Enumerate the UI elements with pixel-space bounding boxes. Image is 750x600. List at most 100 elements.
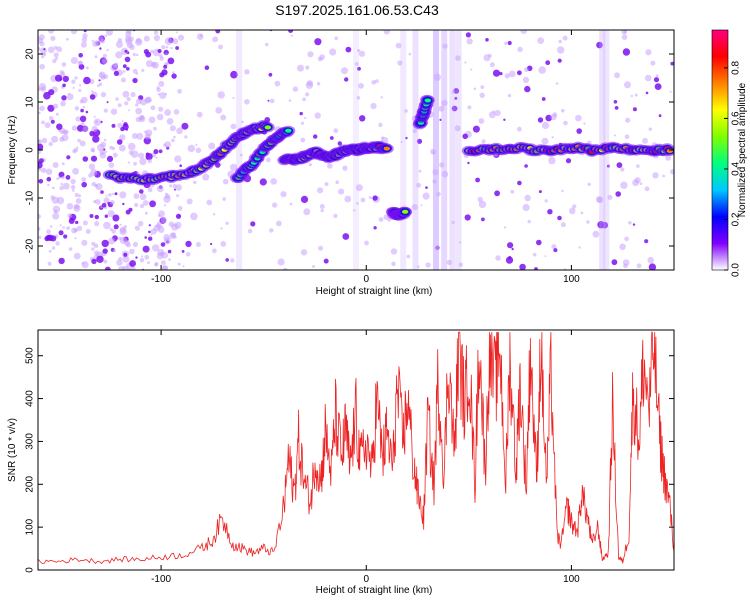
noise-speckle	[455, 55, 461, 61]
noise-speckle	[38, 179, 44, 184]
noise-speckle	[492, 69, 501, 77]
noise-speckle	[113, 70, 119, 76]
noise-speckle	[439, 162, 445, 168]
x-tick-label: 0	[363, 274, 369, 285]
noise-speckle	[59, 186, 64, 191]
noise-speckle	[92, 40, 99, 47]
noise-speckle	[517, 126, 522, 132]
noise-speckle	[144, 254, 150, 260]
noise-speckle	[647, 256, 654, 264]
noise-speckle	[524, 85, 531, 93]
noise-speckle	[619, 243, 626, 251]
noise-speckle	[48, 141, 53, 147]
noise-speckle	[305, 65, 310, 70]
noise-speckle	[164, 193, 171, 199]
noise-speckle	[265, 42, 269, 47]
noise-speckle	[481, 139, 486, 144]
noise-speckle	[220, 227, 223, 230]
noise-speckle	[62, 226, 65, 229]
colorbar-tick-label: 0.8	[731, 61, 742, 75]
y-tick-label: -20	[25, 238, 36, 253]
noise-speckle	[55, 112, 59, 116]
noise-speckle	[280, 191, 287, 198]
noise-speckle	[451, 90, 456, 94]
noise-speckle	[583, 122, 586, 125]
noise-speckle	[182, 265, 185, 268]
noise-speckle	[124, 101, 129, 106]
noise-speckle	[175, 184, 182, 191]
noise-speckle	[79, 84, 82, 87]
x-tick-label: 100	[563, 574, 580, 585]
noise-speckle	[165, 52, 168, 56]
noise-speckle	[176, 194, 180, 198]
noise-speckle	[371, 80, 377, 85]
noise-speckle	[220, 241, 227, 247]
noise-speckle	[150, 105, 156, 111]
noise-speckle	[208, 142, 216, 150]
noise-speckle	[136, 98, 142, 105]
noise-speckle	[103, 197, 110, 204]
noise-speckle	[536, 239, 542, 246]
noise-speckle	[96, 255, 104, 263]
y-tick-label: 500	[25, 347, 36, 364]
noise-speckle	[344, 195, 352, 203]
noise-speckle	[40, 47, 47, 55]
noise-speckle	[368, 196, 372, 200]
noise-speckle	[81, 37, 88, 43]
noise-speckle	[644, 239, 649, 244]
noise-speckle	[52, 162, 59, 168]
noise-speckle	[405, 136, 408, 140]
noise-speckle	[622, 48, 631, 56]
noise-speckle	[611, 259, 618, 266]
snr-panel: -100 0 100 0 100 200 300 400 500 Height of straig…	[7, 329, 675, 596]
noise-speckle	[47, 234, 54, 241]
noise-speckle	[160, 216, 167, 224]
noise-speckle	[43, 53, 46, 56]
colorbar-label: Normalized spectral amplitude	[737, 82, 748, 217]
noise-speckle	[133, 193, 140, 200]
noise-speckle	[665, 155, 672, 161]
noise-speckle	[81, 181, 87, 188]
noise-speckle	[62, 75, 69, 83]
noise-speckle	[98, 36, 104, 42]
noise-speckle	[632, 223, 636, 226]
noise-speckle	[98, 82, 103, 86]
noise-speckle	[157, 248, 165, 256]
noise-speckle	[334, 36, 339, 40]
noise-speckle	[128, 142, 136, 151]
noise-speckle	[186, 198, 193, 205]
noise-speckle	[125, 38, 133, 45]
noise-speckle	[517, 70, 522, 76]
noise-speckle	[190, 212, 198, 221]
noise-speckle	[83, 76, 91, 85]
noise-speckle	[416, 138, 423, 144]
noise-speckle	[159, 72, 165, 78]
noise-speckle	[159, 92, 167, 99]
noise-speckle	[522, 203, 530, 212]
broadband-stripe	[236, 30, 243, 270]
noise-speckle	[71, 79, 76, 84]
noise-speckle	[46, 229, 51, 235]
noise-speckle	[47, 104, 55, 112]
noise-speckle	[173, 135, 176, 139]
noise-speckle	[268, 72, 273, 77]
noise-speckle	[153, 149, 159, 155]
noise-speckle	[115, 40, 123, 49]
noise-speckle	[91, 39, 94, 42]
noise-speckle	[90, 155, 98, 162]
noise-speckle	[85, 110, 89, 114]
colorbar-tick-label: 0.2	[731, 212, 742, 226]
noise-speckle	[95, 183, 103, 191]
noise-speckle	[494, 109, 501, 117]
noise-speckle	[467, 161, 470, 165]
noise-speckle	[165, 62, 169, 66]
noise-speckle	[72, 189, 75, 192]
noise-speckle	[100, 190, 104, 194]
broadband-stripe	[455, 30, 462, 270]
noise-speckle	[166, 118, 174, 125]
noise-speckle	[578, 246, 581, 249]
noise-speckle	[167, 57, 175, 65]
noise-speckle	[644, 74, 652, 82]
noise-speckle	[404, 109, 408, 113]
